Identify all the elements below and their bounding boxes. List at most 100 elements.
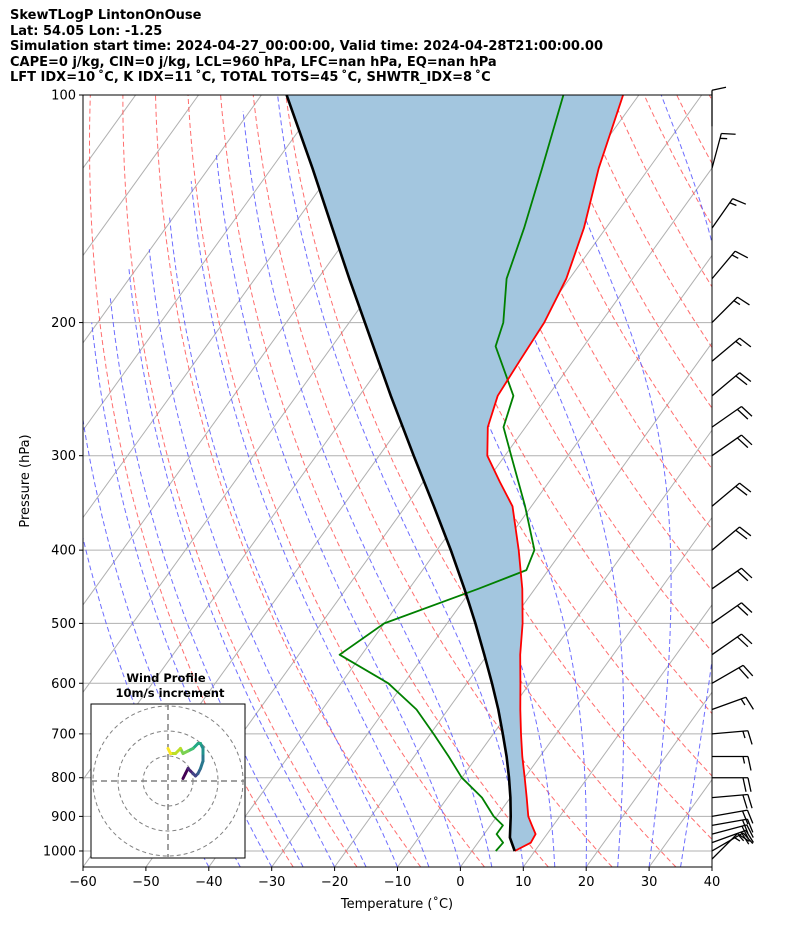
y-tick-label: 400 [51,544,76,559]
hodograph-title: Wind Profile [126,671,206,685]
isotherm-line [271,254,712,867]
x-tick-label: 10 [515,875,532,890]
dry-adiabat-line [187,95,485,867]
wind-barb-staff [711,824,747,835]
isotherm-line [585,691,712,867]
wind-barb-staff [711,133,722,169]
hodograph-ring [117,730,219,832]
wind-barb [712,777,752,792]
location-line: Lat: 54.05 Lon: -1.25 [10,23,163,39]
wind-barb-flag [739,482,752,493]
y-tick-label: 1000 [43,844,76,859]
wind-barb-flag [746,809,754,824]
dry-adiabat-line [383,95,712,715]
wind-barb [711,602,753,624]
moist-adiabat-line [190,181,430,867]
isotherm-line [83,95,199,257]
isotherm-line [522,604,712,867]
wind-barb-flag [747,756,752,771]
dry-adiabat-line [545,95,712,410]
wind-barb-half-flag [742,730,746,739]
wind-barb [711,793,753,809]
wind-barb-flag [741,810,749,825]
y-tick-label: 200 [51,316,76,331]
x-tick-label: 30 [641,875,658,890]
dry-adiabat-line [611,95,712,288]
dry-adiabat-line [643,95,712,227]
wind-barb-half-flag [729,202,737,207]
wind-barb-staff [711,337,740,362]
wind-barb-flag [736,437,749,449]
wind-barb-half-flag [735,340,742,347]
wind-barb-flag [747,777,752,792]
wind-barb-flag [747,794,753,809]
dry-adiabat-line [88,95,294,867]
wind-barb [711,818,754,834]
wind-barb-flag [741,567,753,579]
wind-barb-staff [711,829,747,844]
wind-barb [711,482,752,507]
wind-barb [711,633,753,656]
wind-barb-flag [738,667,749,679]
wind-barb [711,434,753,457]
wind-barb-flag [742,664,754,677]
wind-barb-flag [741,434,753,446]
moist-adiabat-line [148,249,367,867]
dry-adiabat-line [252,95,613,867]
wind-barbs [711,86,754,860]
moist-adiabat-line [109,296,304,867]
wind-barb [711,250,749,280]
plot-area [83,95,794,867]
wind-barb-staff [711,567,742,590]
dry-adiabat-line [708,95,712,102]
wind-barb-flag [741,825,750,840]
wind-barb [711,405,753,428]
isotherm-line [83,95,388,519]
wind-barb [711,730,753,745]
wind-barb-flag [741,819,749,834]
hodograph-subtitle: 10m/s increment [116,686,225,700]
wind-barb [711,696,754,711]
wind-barb [711,526,752,551]
moist-adiabat-line [445,95,625,867]
wind-barb-half-flag [738,835,745,842]
hodograph-plot [91,704,245,858]
wind-barb [712,755,752,771]
parcel-line [285,95,516,852]
y-tick-label: 900 [51,810,76,825]
wind-barb-flag [741,602,753,613]
wind-barb-staff [711,526,740,551]
y-tick-label: 300 [51,449,76,464]
y-axis-label: Pressure (hPa) [18,434,33,527]
wind-barb-staff [711,405,742,428]
wind-barb-staff [711,833,738,860]
wind-barb [711,824,754,840]
wind-barb-half-flag [742,756,746,764]
wind-barb-staff [711,730,748,735]
dry-adiabat-line [775,95,794,867]
wind-barb-flag [732,198,747,205]
wind-barb-flag [742,777,747,792]
wind-barb-flag [735,529,748,540]
y-tick-label: 100 [51,89,76,104]
wind-barb-staff [711,250,736,280]
wind-barb [711,337,752,362]
moist-adiabat-line [242,110,493,867]
wind-barb-staff [711,809,748,818]
wind-barb-flag [735,375,748,386]
wind-barb [711,132,736,169]
wind-barb-half-flag [733,300,741,306]
x-tick-label: 40 [704,875,721,890]
isotherm-line [334,341,712,867]
moist-adiabat-line [320,95,556,867]
x-tick-label: −20 [321,875,348,890]
time-line: Simulation start time: 2024-04-27_00:00:… [10,39,603,55]
wind-barb-flag [741,633,753,645]
wind-barb-flag [746,818,754,833]
x-tick-label: 0 [456,875,464,890]
temperature-line [486,95,624,852]
isotherm-line [83,95,262,344]
wind-barb-flag [734,250,749,259]
